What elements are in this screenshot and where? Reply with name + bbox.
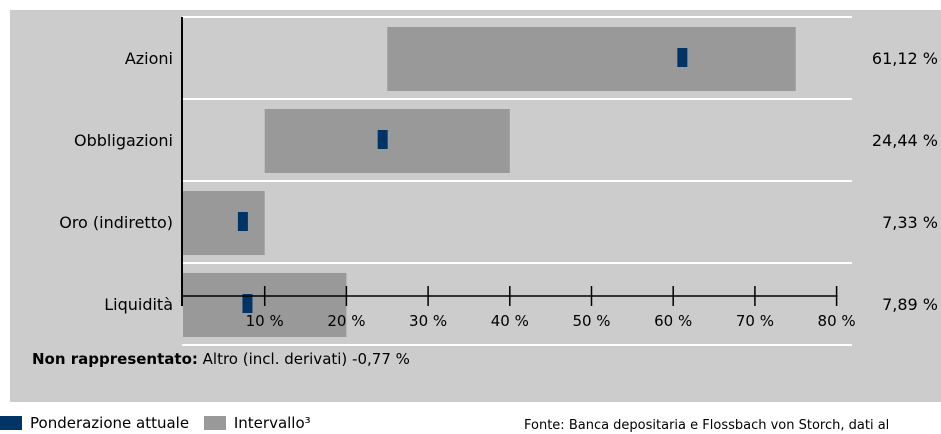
legend-item-current: Ponderazione attuale <box>0 414 189 432</box>
x-tick-label: 80 % <box>818 312 856 330</box>
legend-swatch-range <box>203 416 226 430</box>
x-tick-label: 60 % <box>654 312 692 330</box>
category-label: Oro (indiretto) <box>59 213 173 232</box>
value-label: 7,89 % <box>882 295 938 314</box>
category-label: Obbligazioni <box>74 131 173 150</box>
value-label: 24,44 % <box>872 131 938 150</box>
value-label: 7,33 % <box>882 213 938 232</box>
legend-label-range: Intervallo³ <box>233 414 311 432</box>
note-label: Non rappresentato: <box>32 350 198 368</box>
legend-label-current: Ponderazione attuale <box>30 414 190 432</box>
source-note: Fonte: Banca depositaria e Flossbach von… <box>524 418 890 433</box>
range-bar <box>387 27 796 91</box>
legend-swatch-current <box>0 416 22 430</box>
current-weight-marker <box>377 130 388 149</box>
x-tick-label: 40 % <box>491 312 529 330</box>
current-weight-marker <box>242 294 253 313</box>
current-weight-marker <box>677 48 688 67</box>
x-tick-label: 30 % <box>409 312 447 330</box>
note-text: Altro (incl. derivati) -0,77 % <box>202 350 410 368</box>
value-label: 61,12 % <box>872 49 938 68</box>
legend: Ponderazione attuale Intervallo³ <box>0 414 321 432</box>
x-tick-label: 70 % <box>736 312 774 330</box>
current-weight-marker <box>237 212 248 231</box>
x-tick-label: 50 % <box>572 312 610 330</box>
range-bar <box>183 191 265 255</box>
category-label: Liquidità <box>104 295 173 314</box>
legend-item-range: Intervallo³ <box>203 414 311 432</box>
x-tick-label: 10 % <box>246 312 284 330</box>
x-tick-label: 20 % <box>327 312 365 330</box>
category-label: Azioni <box>125 49 173 68</box>
not-represented-note: Non rappresentato: Altro (incl. derivati… <box>32 350 410 368</box>
